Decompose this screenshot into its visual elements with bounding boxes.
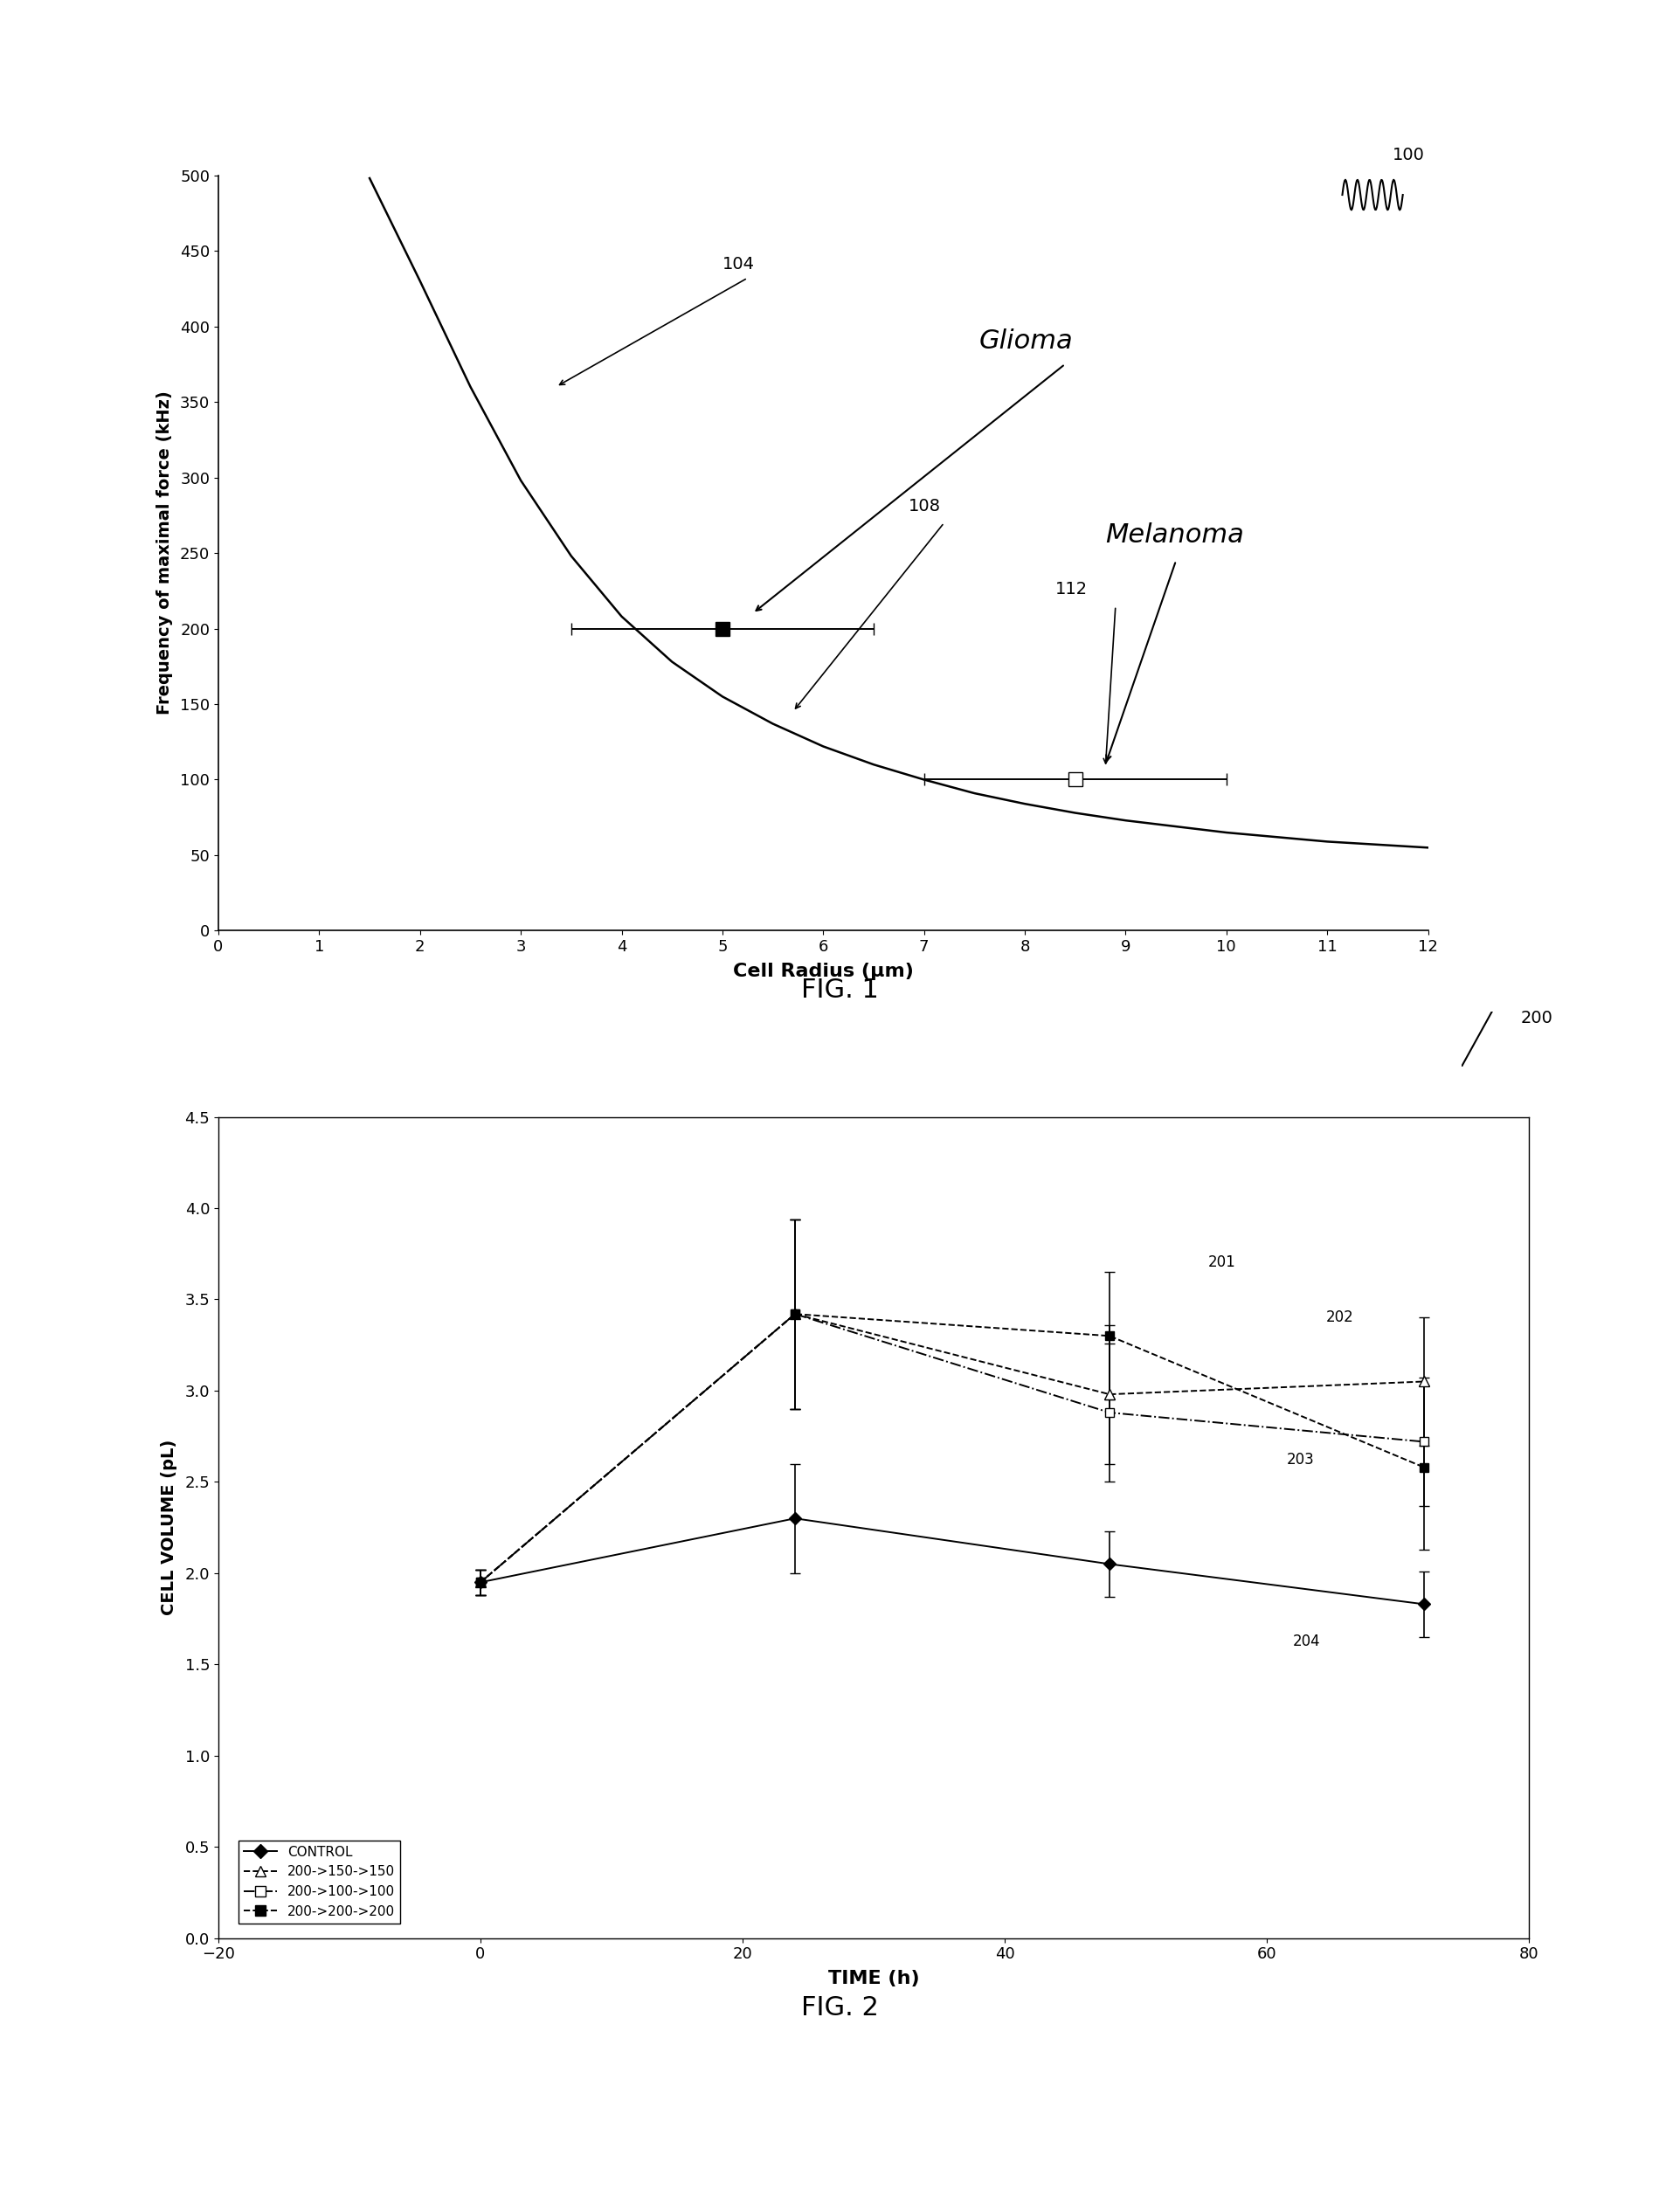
Text: 100: 100	[1393, 147, 1425, 164]
Y-axis label: Frequency of maximal force (kHz): Frequency of maximal force (kHz)	[156, 392, 173, 714]
Text: 202: 202	[1326, 1310, 1354, 1325]
Text: Glioma: Glioma	[979, 328, 1074, 355]
Text: 204: 204	[1294, 1634, 1320, 1649]
Text: 112: 112	[1055, 580, 1087, 598]
Text: Melanoma: Melanoma	[1105, 521, 1245, 548]
Text: 200: 200	[1520, 1010, 1552, 1027]
X-axis label: Cell Radius (μm): Cell Radius (μm)	[732, 961, 914, 979]
Text: 108: 108	[909, 497, 941, 515]
X-axis label: TIME (h): TIME (h)	[828, 1969, 919, 1986]
Text: FIG. 1: FIG. 1	[801, 977, 879, 1003]
Text: 104: 104	[722, 256, 754, 272]
Y-axis label: CELL VOLUME (pL): CELL VOLUME (pL)	[161, 1439, 178, 1616]
Text: 203: 203	[1287, 1452, 1314, 1467]
Text: FIG. 2: FIG. 2	[801, 1995, 879, 2021]
Text: 201: 201	[1208, 1255, 1235, 1270]
Legend: CONTROL, 200->150->150, 200->100->100, 200->200->200: CONTROL, 200->150->150, 200->100->100, 2…	[239, 1840, 400, 1923]
